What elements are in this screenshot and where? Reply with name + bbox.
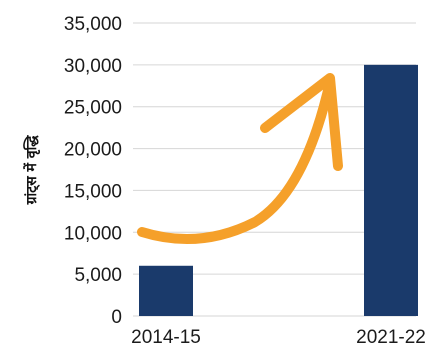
y-tick-label: 30,000 xyxy=(64,56,122,77)
y-tick-label: 35,000 xyxy=(64,14,122,35)
growth-arrow xyxy=(137,73,343,245)
y-tick-label: 15,000 xyxy=(64,181,122,202)
bar-2021-22 xyxy=(364,64,418,316)
y-axis-ticks: 0 5,000 10,000 15,000 20,000 25,000 30,000 35,0… xyxy=(64,14,122,328)
x-axis-labels: 2014-15 2021-22 xyxy=(131,327,426,348)
x-tick-label: 2021-22 xyxy=(356,327,426,348)
y-tick-label: 20,000 xyxy=(64,140,122,161)
bar-2014-15 xyxy=(139,265,193,316)
y-tick-label: 25,000 xyxy=(64,98,122,119)
y-tick-label: 10,000 xyxy=(64,223,122,244)
arrow-head xyxy=(260,73,343,171)
y-tick-label: 0 xyxy=(111,307,122,328)
y-axis-title: ग्रांट्स में वृद्धि xyxy=(23,135,41,206)
arrow-shaft xyxy=(137,77,335,245)
y-tick-label: 5,000 xyxy=(74,265,122,286)
x-tick-label: 2014-15 xyxy=(131,327,201,348)
bars xyxy=(139,64,418,316)
